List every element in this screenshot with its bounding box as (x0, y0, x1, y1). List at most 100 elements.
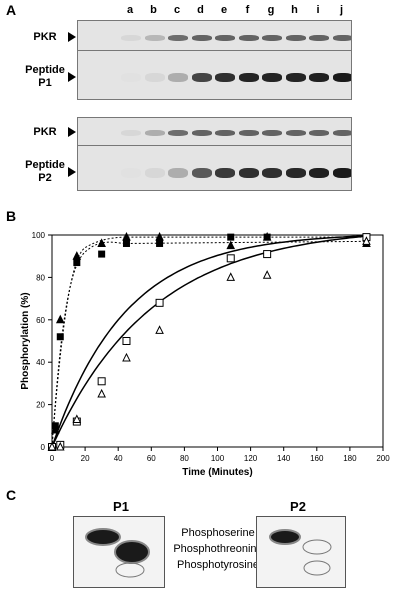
gel-band (144, 73, 165, 82)
series-line (51, 236, 367, 448)
data-point (98, 250, 106, 258)
arrow-icon (68, 127, 76, 137)
gel-band (238, 73, 259, 82)
series-line (51, 235, 367, 448)
tlc-left-label: P1 (113, 499, 129, 514)
gel-band (168, 35, 188, 41)
data-point (72, 414, 82, 423)
gel-band (238, 130, 259, 136)
y-tick-label: 0 (41, 443, 46, 452)
data-point (227, 233, 235, 241)
gel-band (285, 73, 306, 82)
gel-strip (77, 117, 352, 147)
arrow-icon (68, 167, 76, 177)
lane-label: h (291, 4, 298, 16)
gel-band (262, 168, 282, 178)
panel-b-label: B (6, 208, 17, 224)
data-point (155, 325, 164, 334)
x-tick-label: 60 (147, 454, 156, 463)
gel-band (121, 130, 141, 136)
data-point (262, 270, 272, 279)
gel-row-label: PKR (33, 30, 57, 43)
phosphothreonine-marker (302, 539, 332, 555)
panel-a-label: A (6, 2, 17, 18)
gel-row-label: Peptide P2 (25, 159, 65, 184)
data-point (97, 377, 106, 386)
phosphothreonine-spot (114, 540, 150, 564)
gel-band (309, 35, 329, 41)
x-tick-label: 100 (211, 454, 225, 463)
series-line (51, 235, 367, 448)
gel-strip (77, 145, 352, 191)
gel-band (191, 35, 212, 41)
phosphoserine-spot (85, 528, 121, 546)
tlc-plate-p1 (73, 516, 165, 588)
gel-band (309, 168, 329, 178)
gel-band (191, 73, 212, 82)
gel-band (332, 35, 351, 41)
arrow-icon (68, 32, 76, 42)
gel-band (144, 130, 165, 136)
y-tick-label: 60 (36, 316, 45, 325)
gel-row-label: Peptide P1 (25, 63, 65, 89)
lane-label: j (339, 4, 344, 16)
x-tick-label: 40 (114, 454, 123, 463)
x-tick-label: 0 (50, 454, 55, 463)
data-point (263, 250, 272, 259)
gel-band (285, 168, 306, 178)
lane-label: e (220, 4, 228, 16)
gel-band (262, 130, 282, 136)
x-tick-label: 120 (244, 454, 258, 463)
lane-label: g (267, 4, 275, 16)
x-axis-label: Time (Minutes) (182, 467, 252, 478)
gel-band (332, 168, 351, 178)
gel-band (238, 35, 259, 41)
x-tick-label: 160 (310, 454, 324, 463)
gel-band (309, 130, 329, 136)
gel-strip (77, 50, 352, 100)
gel-band (215, 168, 235, 178)
gel-band (285, 35, 306, 41)
phosphotyrosine-label: Phosphotyrosine (177, 559, 259, 571)
gel-band (121, 35, 141, 41)
arrow-icon (68, 71, 76, 82)
gel-strip (77, 20, 352, 52)
gel-band (191, 130, 212, 136)
data-point (73, 259, 81, 267)
x-tick-label: 200 (376, 454, 390, 463)
gel-band (121, 73, 141, 82)
lane-label: b (150, 4, 157, 16)
y-tick-label: 20 (36, 401, 45, 410)
amino-acid-labels: Phosphoserine Phosphothreonine Phosphoty… (163, 525, 273, 573)
gel-band (215, 35, 235, 41)
data-point (122, 232, 131, 241)
data-point (122, 239, 130, 247)
data-point (51, 424, 60, 434)
y-tick-label: 80 (36, 273, 45, 282)
gel-band (262, 35, 282, 41)
data-point (122, 352, 131, 362)
data-point (155, 298, 164, 307)
data-point (56, 333, 64, 341)
gel-band (121, 168, 141, 178)
data-point (97, 238, 106, 247)
gel-band (262, 73, 282, 82)
gel-band (168, 130, 188, 136)
x-tick-label: 20 (81, 454, 90, 463)
panel-c-label: C (6, 487, 17, 503)
lane-label: c (173, 4, 181, 16)
data-point (226, 240, 236, 250)
phosphoserine-spot (269, 529, 301, 545)
gel-band (191, 168, 212, 178)
lane-label: d (197, 4, 204, 16)
gel-band (215, 73, 235, 82)
data-point (55, 441, 65, 451)
lane-label: a (126, 4, 134, 16)
tlc-spots-p1 (85, 528, 150, 578)
data-point (97, 388, 106, 398)
gel-row-label: PKR (33, 125, 57, 138)
phosphothreonine-label: Phosphothreonine (173, 543, 263, 555)
gel-band (215, 130, 235, 136)
gel-band (332, 130, 351, 136)
gel-band (168, 73, 188, 82)
